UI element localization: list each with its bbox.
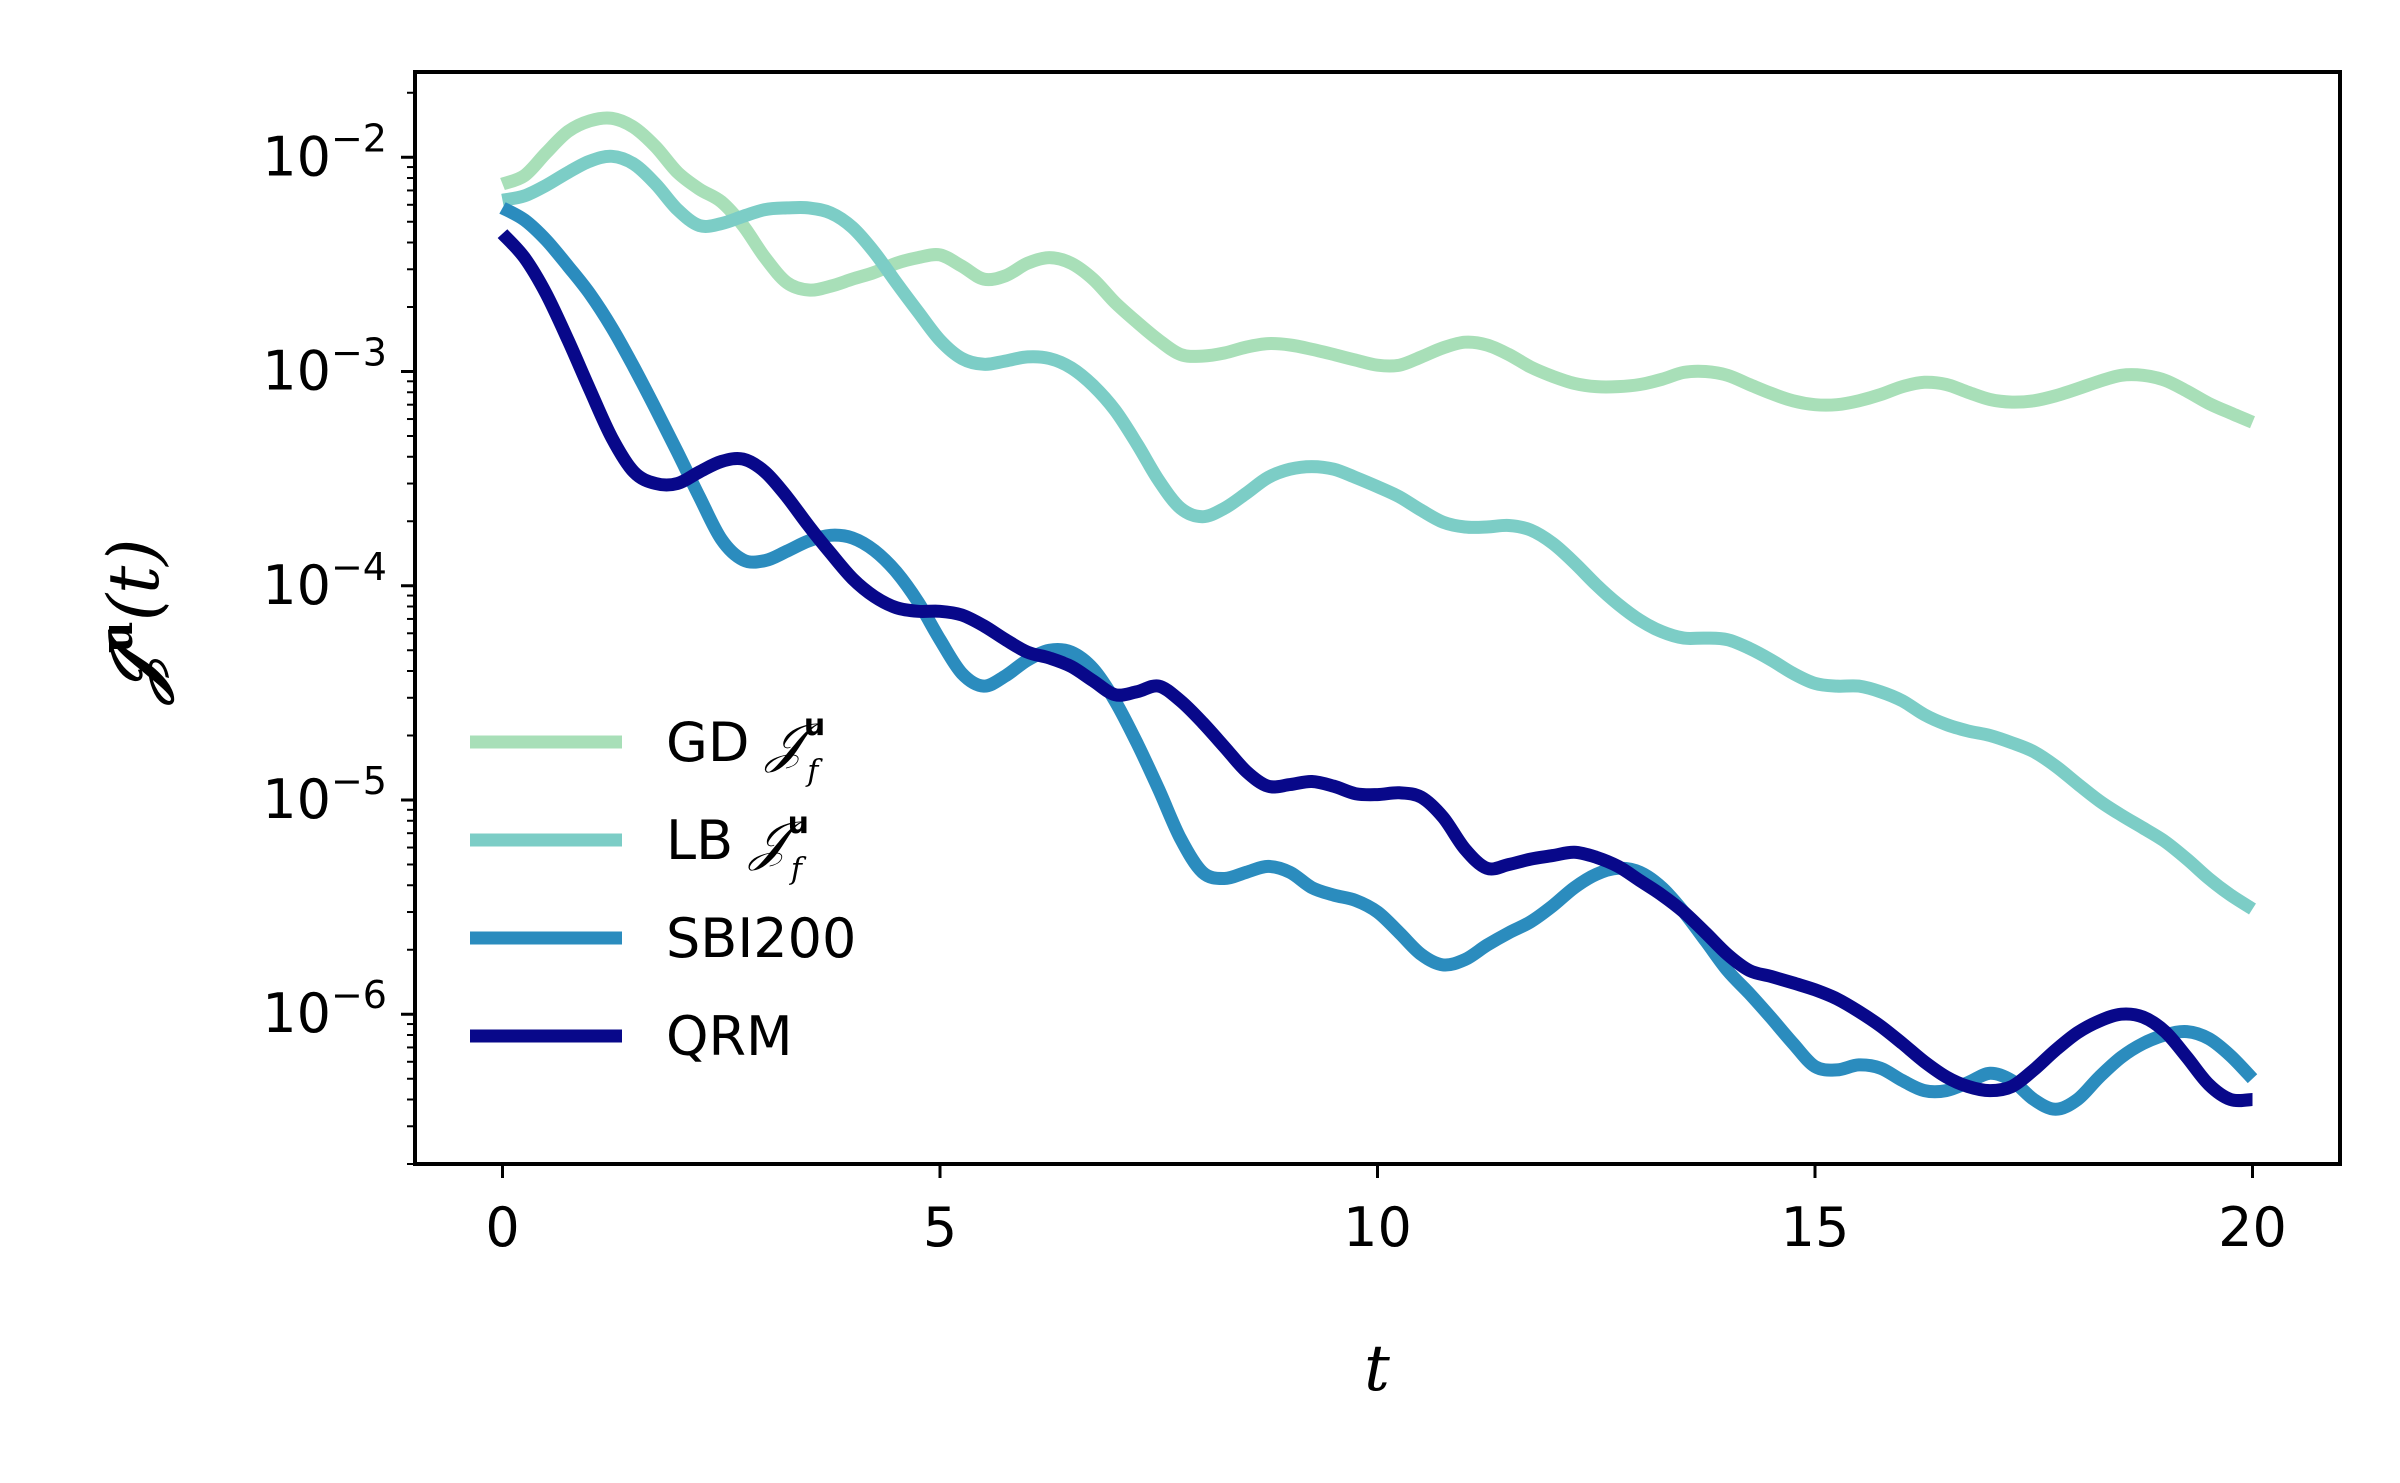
y-tick-label: 10−5 bbox=[262, 759, 387, 831]
series-line-0 bbox=[500, 111, 2255, 429]
series-line-3 bbox=[497, 229, 2253, 1108]
y-tick-label: 10−2 bbox=[262, 116, 387, 188]
legend-label-2: SBI200 bbox=[666, 907, 856, 970]
legend-label-3: QRM bbox=[666, 1005, 793, 1068]
series-layer bbox=[497, 111, 2258, 1116]
x-tick-label: 20 bbox=[2218, 1196, 2287, 1259]
x-axis: 0 5 10 15 20 bbox=[485, 1164, 2287, 1259]
y-tick-label: 10−6 bbox=[262, 973, 387, 1045]
y-axis-label: 𝒥u(t) bbox=[92, 538, 175, 705]
legend-label-0: GD 𝒥u f bbox=[666, 708, 825, 789]
y-axis-label-sup: u bbox=[92, 621, 143, 653]
x-tick-label: 15 bbox=[1781, 1196, 1850, 1259]
x-axis-label: t bbox=[1364, 1332, 1390, 1406]
x-tick-label: 5 bbox=[923, 1196, 957, 1259]
y-tick-label: 10−4 bbox=[262, 545, 387, 617]
svg-text:𝒥u(t): 𝒥u(t) bbox=[92, 538, 175, 705]
y-axis-label-suffix: (t) bbox=[93, 538, 175, 621]
series-line-1 bbox=[501, 149, 2256, 915]
y-tick-label: 10−3 bbox=[262, 331, 387, 403]
y-axis: 10−6 10−5 10−4 10−3 10−2 bbox=[262, 91, 415, 1165]
x-tick-label: 10 bbox=[1343, 1196, 1412, 1259]
legend-label-1: LB 𝒥u f bbox=[666, 806, 809, 887]
x-tick-label: 0 bbox=[485, 1196, 519, 1259]
legend: GD 𝒥u f LB 𝒥u f SBI200 QRM bbox=[470, 708, 856, 1068]
